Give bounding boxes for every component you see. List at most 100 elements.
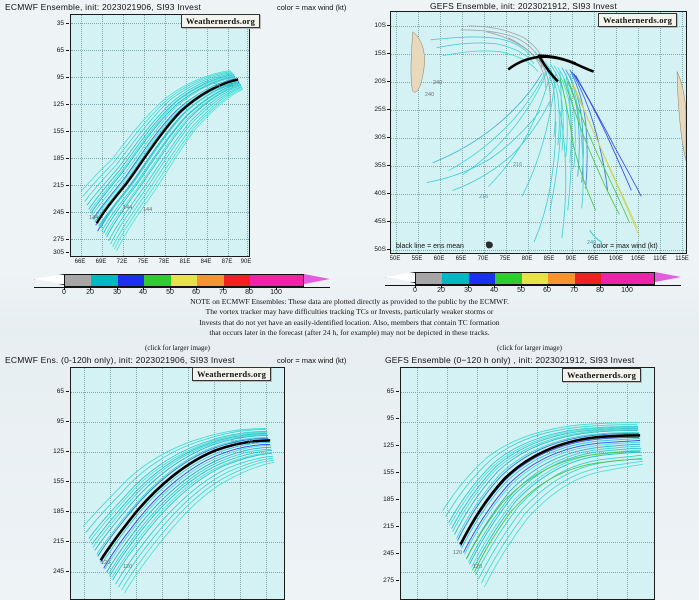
y-tick: 65: [386, 388, 394, 395]
colorbar-label: 80: [245, 289, 253, 296]
panel-ecmwf-ensemble[interactable]: ECMWF Ensemble, init: 2023021906, SI93 I…: [0, 0, 355, 296]
x-tick: 110E: [653, 256, 667, 262]
panel-title-ecmwf-120h: ECMWF Ens. (0-120h only), init: 20230219…: [5, 355, 235, 365]
panel-title-gefs-120h: GEFS Ensemble (0−120 h only) , init: 202…: [385, 355, 635, 365]
ensemble-tracks-ecmwf: [80, 70, 244, 252]
y-tick: 185: [383, 496, 394, 503]
colorbar-legend-ecmwf: color = max wind (kt): [277, 3, 347, 12]
x-tick: 81E: [179, 259, 191, 265]
note-line-1: NOTE on ECMWF Ensembles: These data are …: [190, 297, 509, 306]
y-tick: 155: [383, 469, 394, 476]
y-tick: 155: [53, 478, 64, 485]
colorbar-legend-gefs: color = max wind (kt): [593, 243, 658, 250]
colorbar-label: 0: [62, 289, 66, 296]
weathernerds-logo-ecmwf-120h: Weathernerds.org: [192, 367, 272, 381]
x-tick: 75E: [499, 256, 511, 262]
panel-title-ecmwf-120h-text: ECMWF Ens. (0-120h only), init: 20230219…: [5, 355, 235, 365]
colorbar-label: 70: [570, 287, 578, 294]
colorbar-label: 0: [413, 287, 417, 294]
track-label-144-b: 144: [123, 205, 133, 211]
panel-gefs-ensemble[interactable]: GEFS Ensemble, init: 2023021912, SI93 In…: [360, 0, 699, 295]
x-tick: 50E: [389, 256, 401, 262]
colorbar-label: 100: [621, 287, 633, 294]
y-tick: 275: [53, 236, 64, 243]
y-tick: 95: [56, 74, 64, 81]
y-tick: 185: [53, 508, 64, 515]
weathernerds-logo-ecmwf: Weathernerds.org: [181, 14, 261, 28]
weathernerds-logo-gefs-120h: Weathernerds.org: [562, 368, 642, 382]
y-tick: 65: [56, 388, 64, 395]
y-tick: 35S: [374, 162, 386, 169]
colorbar-legend-ecmwf-120h: color = max wind (kt): [277, 356, 347, 365]
y-tick: 40S: [374, 190, 386, 197]
track-label-120-a: 120: [101, 560, 111, 566]
x-tick: 66E: [74, 259, 86, 265]
ensemble-tracks-gefs-120h: [442, 422, 644, 588]
note-line-2: The vortex tracker may have difficulties…: [205, 307, 494, 317]
x-tick: 95E: [587, 256, 599, 262]
colorbar-label: 50: [517, 287, 525, 294]
click-larger-image-right[interactable]: (click for larger image): [497, 344, 562, 352]
x-tick: 55E: [411, 256, 423, 262]
x-tick: 78E: [158, 259, 170, 265]
track-label-216-b: 216: [479, 194, 489, 200]
ensemble-tracks-gefs: [410, 25, 686, 249]
y-tick: 95: [386, 415, 394, 422]
colorbar-label: 40: [490, 287, 498, 294]
x-tick: 90E: [240, 259, 252, 265]
x-tick: 87E: [221, 259, 233, 265]
track-label-144-c: 144: [143, 207, 153, 213]
colorbar-label: 30: [464, 287, 472, 294]
x-tick: 65E: [455, 256, 467, 262]
track-label-24-a: 24: [214, 83, 221, 89]
x-tick: 105E: [630, 256, 646, 262]
y-tick: 25S: [374, 106, 386, 113]
colorbar-label: 50: [166, 289, 174, 296]
note-line-4: that occurs later in the forecast (after…: [209, 328, 490, 338]
y-tick: 215: [53, 538, 64, 545]
y-tick: 305: [53, 249, 64, 256]
colorbar-label: 20: [437, 287, 445, 294]
note-line-3: Invests that do not yet have an easily-i…: [199, 317, 500, 327]
y-tick: 10S: [374, 22, 386, 29]
y-tick: 245: [383, 550, 394, 557]
x-tick: 70E: [477, 256, 489, 262]
colorbar-label: 60: [543, 287, 551, 294]
panel-ecmwf-ens-120h[interactable]: ECMWF Ens. (0-120h only), init: 20230219…: [0, 353, 355, 600]
x-tick: 84E: [200, 259, 212, 265]
colorbar-ecmwf: 0 20 30 40 50 60 70 80 100: [34, 274, 330, 296]
y-tick: 35: [56, 20, 64, 27]
plot-area-ecmwf-120h[interactable]: 24 24 120 120: [70, 367, 285, 600]
click-larger-image-left[interactable]: (click for larger image): [145, 344, 210, 352]
weathernerds-logo-gefs: Weathernerds.org: [598, 13, 678, 27]
ecmwf-note: NOTE on ECMWF Ensembles: These data are …: [0, 297, 699, 339]
x-tick: 80E: [521, 256, 533, 262]
y-tick: 125: [53, 101, 64, 108]
y-tick: 215: [383, 523, 394, 530]
plot-area-ecmwf[interactable]: 144 144 144 24 24: [70, 14, 250, 257]
plot-area-gefs[interactable]: 240 240 216 216 240: [390, 11, 687, 254]
y-tick: 65: [56, 47, 64, 54]
colorbar-label: 70: [219, 289, 227, 296]
y-tick: 45S: [374, 218, 386, 225]
x-tick: 75E: [137, 259, 149, 265]
track-label-24-b: 24: [227, 83, 234, 89]
x-tick: 69E: [95, 259, 107, 265]
colorbar-label: 30: [113, 289, 121, 296]
track-label-216-a: 216: [513, 162, 523, 168]
track-label-240-a: 240: [433, 80, 443, 86]
plot-area-gefs-120h[interactable]: 120 120: [400, 367, 655, 600]
colorbar-label: 100: [270, 289, 282, 296]
track-label-120-b-gefs: 120: [473, 564, 483, 570]
track-label-24-b-120h: 24: [247, 440, 254, 446]
y-tick: 185: [53, 155, 64, 162]
y-tick: 155: [53, 128, 64, 135]
panel-gefs-ens-120h[interactable]: GEFS Ensemble (0−120 h only) , init: 202…: [360, 353, 699, 600]
colorbar-label: 80: [596, 287, 604, 294]
y-tick: 125: [53, 448, 64, 455]
y-tick: 125: [383, 442, 394, 449]
track-label-120-a-gefs: 120: [453, 550, 463, 556]
x-tick: 72E: [116, 259, 128, 265]
y-tick: 50S: [374, 246, 386, 253]
track-label-240-c: 240: [587, 240, 597, 246]
